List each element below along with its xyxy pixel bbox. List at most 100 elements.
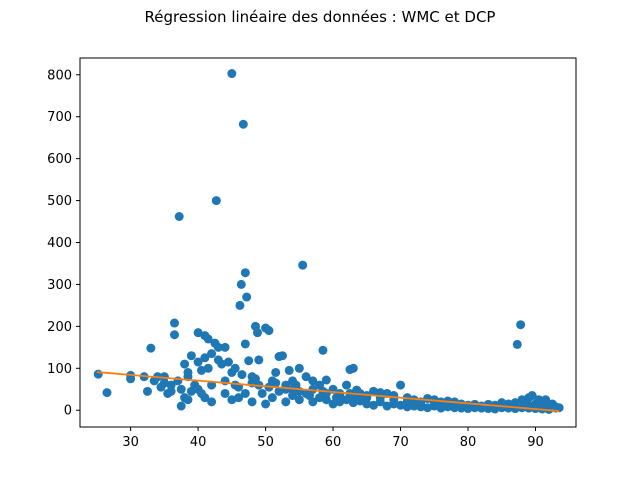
data-point [281, 397, 291, 407]
data-point [516, 320, 526, 330]
x-axis: 30 40 50 60 70 80 90 [122, 427, 544, 450]
data-point [342, 380, 352, 390]
data-point [402, 397, 412, 407]
data-point [304, 391, 314, 401]
data-point [321, 375, 331, 385]
data-point [230, 363, 240, 373]
data-point [217, 359, 227, 369]
y-tick-label: 400 [47, 236, 72, 251]
data-point [196, 388, 206, 398]
data-point [237, 370, 247, 380]
data-point [244, 356, 254, 366]
x-tick-label: 70 [392, 435, 409, 450]
x-tick-label: 90 [527, 435, 544, 450]
data-point [193, 328, 203, 338]
data-point [174, 212, 184, 221]
data-point [176, 401, 186, 411]
data-point [271, 367, 281, 377]
data-point [93, 369, 103, 379]
data-point [318, 345, 328, 355]
data-point [220, 388, 230, 398]
data-point [240, 339, 250, 349]
data-point [203, 334, 213, 344]
data-point [483, 402, 493, 412]
data-point [227, 69, 237, 79]
data-point [396, 380, 406, 390]
data-point [510, 401, 520, 411]
data-point [294, 363, 304, 373]
data-point [416, 399, 426, 409]
data-point [235, 300, 245, 310]
data-point [254, 355, 264, 365]
data-point [423, 403, 433, 413]
y-tick-label: 700 [47, 110, 72, 125]
data-point [242, 292, 252, 302]
data-point [159, 372, 169, 382]
data-point [183, 395, 193, 405]
data-point [207, 349, 217, 359]
x-tick-label: 30 [122, 435, 139, 450]
data-point [331, 393, 341, 403]
y-tick-label: 800 [47, 68, 72, 83]
data-point [166, 380, 176, 390]
data-point [238, 119, 248, 129]
data-point [240, 388, 250, 398]
data-point [382, 401, 392, 411]
data-point [477, 403, 487, 413]
data-point [450, 403, 460, 413]
data-point [294, 395, 304, 405]
data-point [257, 388, 267, 398]
data-point [527, 391, 537, 401]
data-point [223, 357, 233, 367]
data-point [298, 260, 308, 270]
data-point [203, 363, 213, 373]
data-point [211, 196, 221, 206]
data-point [358, 393, 368, 403]
data-point [261, 399, 271, 409]
data-point [142, 386, 152, 396]
data-point [173, 376, 183, 386]
x-tick-label: 60 [325, 435, 342, 450]
data-point [159, 378, 169, 388]
y-tick-label: 500 [47, 194, 72, 209]
data-point [537, 401, 547, 411]
data-point [463, 404, 473, 414]
data-point [207, 397, 217, 407]
data-point [102, 388, 112, 398]
data-point [264, 326, 274, 336]
regression-line-path [96, 371, 560, 412]
data-point [247, 397, 257, 407]
data-point [369, 400, 379, 410]
data-point [409, 395, 419, 405]
data-point [213, 342, 223, 352]
data-point [301, 372, 311, 382]
data-point [348, 363, 358, 373]
y-tick-label: 0 [64, 404, 72, 419]
chart-title: Régression linéaire des données : WMC et… [144, 8, 496, 26]
data-point [146, 343, 156, 353]
y-tick-label: 600 [47, 152, 72, 167]
data-point [166, 386, 176, 396]
data-point [369, 386, 379, 396]
data-point [375, 393, 385, 403]
data-point [234, 393, 244, 403]
scatter-points [93, 69, 564, 414]
data-point [252, 328, 262, 338]
y-tick-label: 200 [47, 320, 72, 335]
data-point [227, 395, 237, 405]
data-point [308, 376, 318, 386]
data-point [396, 400, 406, 410]
data-point [267, 393, 277, 403]
data-point [277, 351, 287, 361]
y-tick-label: 300 [47, 278, 72, 293]
data-point [126, 374, 136, 384]
data-point [169, 318, 179, 328]
regression-line [96, 371, 560, 412]
data-point [288, 391, 298, 401]
data-point [180, 359, 190, 369]
data-point [321, 395, 331, 405]
data-point [274, 386, 284, 396]
data-point [169, 330, 179, 340]
data-point [220, 342, 230, 352]
